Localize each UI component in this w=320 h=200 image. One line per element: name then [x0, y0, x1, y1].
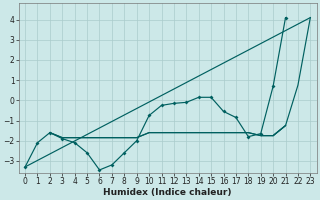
X-axis label: Humidex (Indice chaleur): Humidex (Indice chaleur)	[103, 188, 232, 197]
